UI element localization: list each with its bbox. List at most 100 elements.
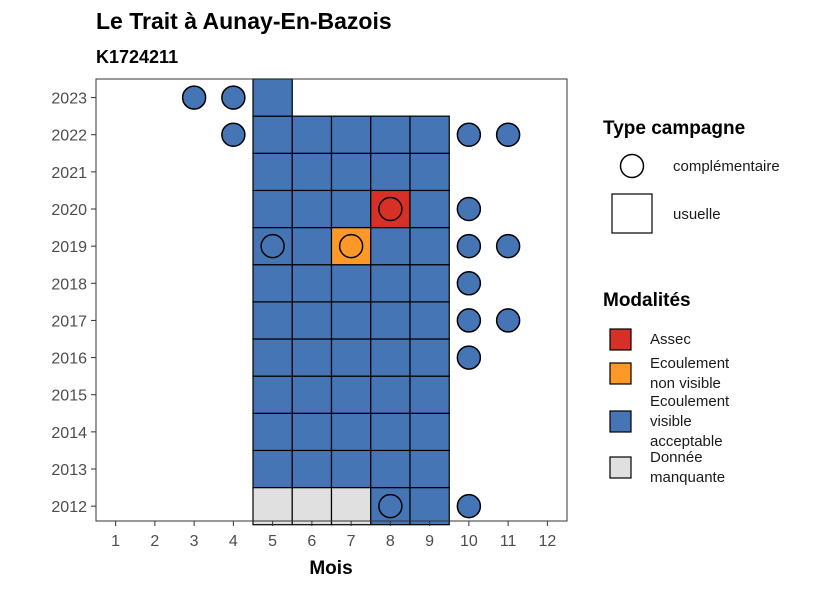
x-axis-ticks: 1 2 3 4 5 6 7 8 9 10 11 12: [111, 521, 556, 550]
tile-usuelle: [291, 412, 333, 452]
y-tick-label: 2021: [51, 165, 87, 182]
tile-usuelle: [409, 375, 450, 414]
point-complementaire: [378, 196, 403, 222]
x-tick-label: 8: [386, 533, 395, 550]
point-complementaire: [378, 493, 403, 519]
tile-usuelle: [330, 449, 372, 489]
chart-subtitle: K1724211: [96, 47, 178, 67]
tile-usuelle: [409, 301, 450, 340]
x-tick-label: 10: [460, 533, 478, 550]
plot-area: [95, 78, 568, 526]
x-axis-title: Mois: [309, 558, 352, 579]
legend-title-campagne: Type campagne: [603, 118, 745, 139]
legend-label-visible: visible: [650, 413, 692, 430]
tile-usuelle: [370, 264, 411, 303]
tile-usuelle: [291, 115, 333, 154]
x-tick-label: 12: [538, 533, 556, 550]
tile-usuelle: [409, 264, 450, 303]
point-complementaire: [456, 196, 482, 222]
y-tick-label: 2019: [51, 239, 87, 256]
tile-usuelle: [252, 264, 293, 303]
tile-usuelle: [330, 412, 372, 452]
tile-usuelle: [370, 412, 411, 452]
tile-usuelle: [409, 152, 450, 192]
tile-usuelle: [252, 338, 293, 377]
x-tick-label: 6: [307, 533, 316, 550]
tile-usuelle: [252, 78, 293, 117]
tile-usuelle: [370, 449, 411, 489]
legend-key-manquante: [609, 456, 632, 479]
tile-usuelle: [252, 115, 293, 154]
tile-usuelle: [370, 301, 411, 340]
tile-usuelle: [409, 226, 450, 266]
tile-usuelle: [409, 412, 450, 452]
tile-usuelle: [330, 375, 372, 414]
tile-usuelle: [252, 449, 293, 489]
tile-usuelle: [291, 226, 333, 266]
tile-usuelle: [252, 375, 293, 414]
tile-usuelle: [330, 152, 372, 192]
point-complementaire: [456, 233, 482, 259]
legend-label-assec: Assec: [650, 331, 691, 348]
tile-usuelle: [291, 486, 333, 526]
y-tick-label: 2020: [51, 202, 87, 219]
legend-label-visible: Ecoulement: [650, 393, 730, 410]
tile-usuelle: [370, 152, 411, 192]
legend-label-nonvisible: Ecoulement: [650, 355, 730, 372]
legend-label-visible: acceptable: [650, 433, 723, 450]
point-complementaire: [456, 122, 482, 147]
tile-usuelle: [291, 264, 333, 303]
point-complementaire: [456, 493, 482, 519]
y-tick-label: 2015: [51, 388, 87, 405]
legend: Type campagne complémentaire usuelle Modali…: [603, 118, 780, 486]
point-complementaire: [456, 345, 482, 370]
legend-key-usuelle: [611, 193, 653, 234]
tile-usuelle: [252, 301, 293, 340]
tile-usuelle: [409, 449, 450, 489]
point-complementaire: [181, 85, 207, 110]
tile-usuelle: [252, 486, 293, 526]
y-tick-label: 2016: [51, 351, 87, 368]
tile-usuelle: [409, 486, 450, 526]
legend-key-nonvisible: [609, 362, 632, 385]
plot-border: [95, 78, 568, 522]
tile-usuelle: [330, 301, 372, 340]
tile-usuelle: [409, 115, 450, 154]
point-complementaire: [221, 122, 246, 147]
legend-key-assec: [609, 328, 632, 351]
tile-usuelle: [330, 338, 372, 377]
point-complementaire: [495, 233, 521, 259]
x-tick-label: 1: [111, 533, 120, 550]
tile-usuelle: [409, 338, 450, 377]
y-tick-label: 2012: [51, 499, 87, 516]
point-complementaire: [260, 233, 285, 259]
tile-usuelle: [370, 375, 411, 414]
tile-usuelle: [291, 189, 333, 229]
tile-usuelle: [291, 375, 333, 414]
tile-usuelle: [330, 486, 372, 526]
legend-key-complementaire: [619, 153, 645, 179]
point-complementaire: [456, 271, 482, 296]
legend-label-manquante: manquante: [650, 469, 725, 486]
point-complementaire: [495, 308, 521, 333]
y-tick-label: 2022: [51, 128, 87, 145]
legend-label-usuelle: usuelle: [673, 206, 721, 223]
point-complementaire: [221, 85, 246, 110]
x-tick-label: 5: [268, 533, 277, 550]
legend-label-nonvisible: non visible: [650, 375, 721, 392]
tile-usuelle: [370, 115, 411, 154]
chart-title: Le Trait à Aunay-En-Bazois: [96, 8, 392, 34]
tile-usuelle: [330, 115, 372, 154]
y-tick-label: 2013: [51, 462, 87, 479]
tile-usuelle: [252, 189, 293, 229]
tile-usuelle: [330, 189, 372, 229]
x-tick-label: 7: [347, 533, 356, 550]
tile-usuelle: [252, 152, 293, 192]
legend-key-visible: [609, 410, 632, 433]
x-tick-label: 2: [150, 533, 159, 550]
x-tick-label: 4: [229, 533, 238, 550]
y-tick-label: 2014: [51, 425, 87, 442]
x-tick-label: 3: [190, 533, 199, 550]
tile-usuelle: [409, 189, 450, 229]
